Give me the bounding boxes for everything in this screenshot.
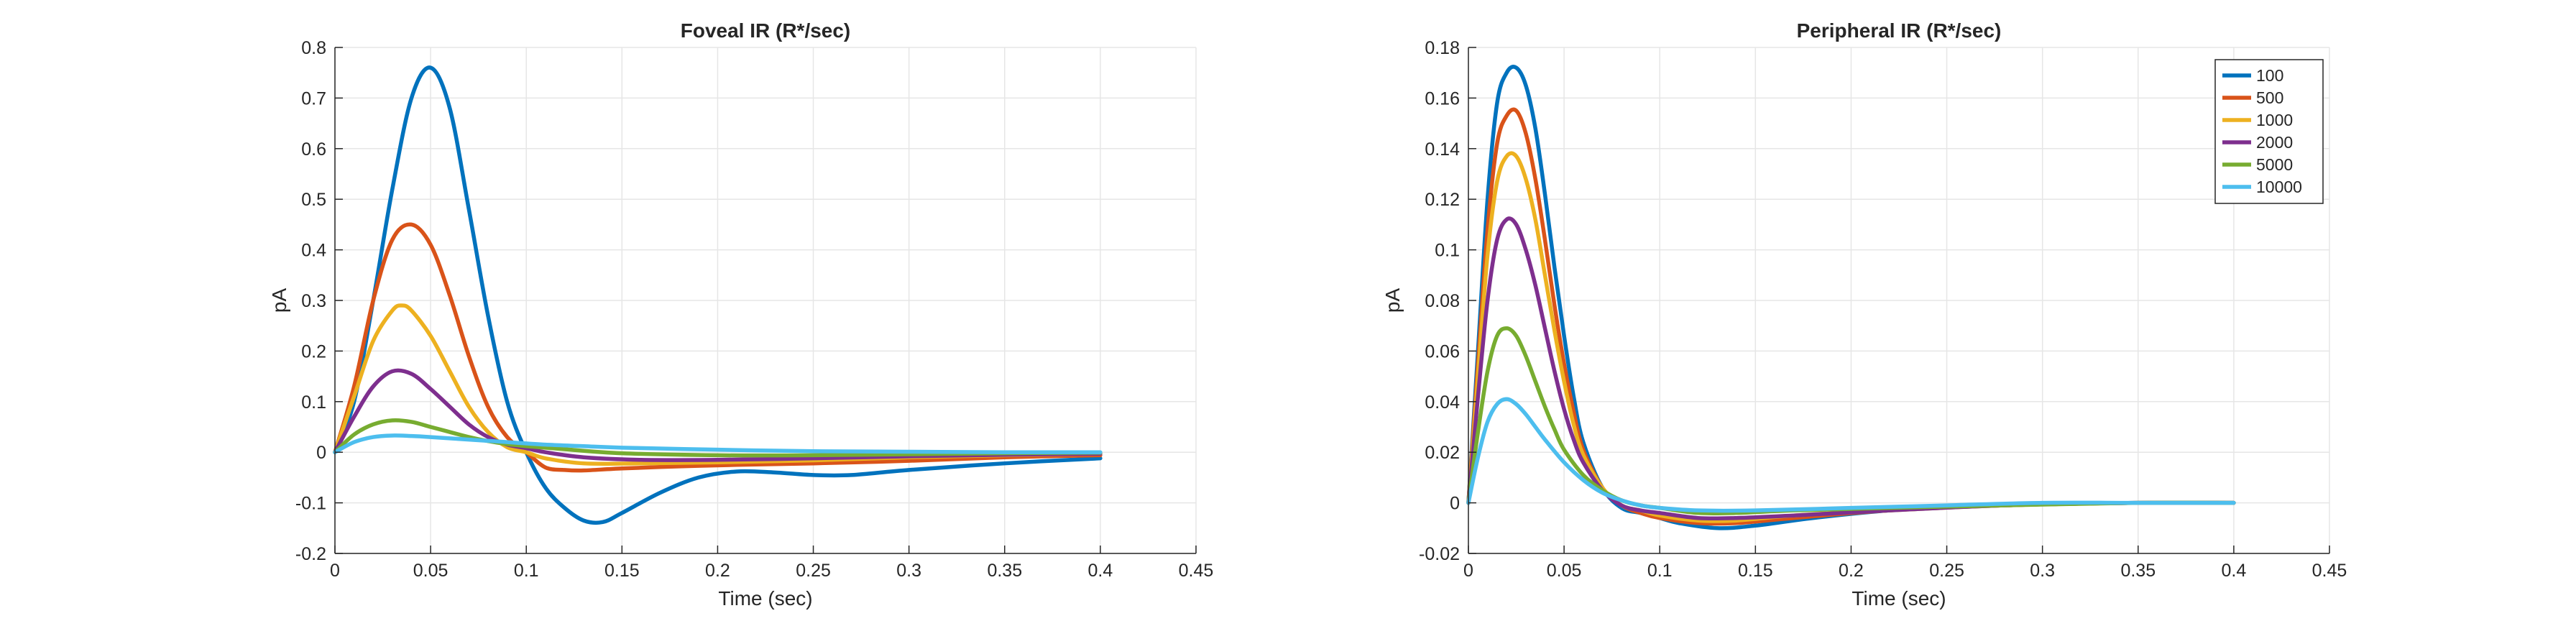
- y-tick-label: 0.7: [301, 88, 326, 109]
- axes: 0 0.05 0.1 0.15 0.2 0.25 0.3 0.35 0.4 0.45-0.0200…: [1419, 38, 2347, 581]
- y-tick-label: 0.5: [301, 190, 326, 210]
- legend-label-1000: 1000: [2256, 111, 2293, 129]
- y-axis-label: pA: [268, 288, 290, 313]
- x-tick-label: 0: [330, 561, 340, 581]
- legend-box: [2214, 59, 2324, 204]
- x-tick-label: 0.4: [2222, 561, 2247, 581]
- x-tick-label: 0.15: [1738, 561, 1773, 581]
- y-tick-label: 0: [316, 443, 326, 463]
- chart-title: Foveal IR (R*/sec): [681, 19, 851, 42]
- y-tick-label: 0: [1450, 494, 1460, 514]
- y-tick-label: 0.04: [1425, 392, 1460, 413]
- chart-peripheral: 0 0.05 0.1 0.15 0.2 0.25 0.3 0.35 0.4 0.45-0.0200…: [1381, 19, 2347, 610]
- legend-label-100: 100: [2256, 66, 2283, 85]
- y-tick-label: 0.06: [1425, 341, 1460, 362]
- series-line-100: [333, 65, 1103, 525]
- x-tick-label: 0.15: [604, 561, 640, 581]
- x-tick-label: 0.45: [1179, 561, 1214, 581]
- legend-label-5000: 5000: [2256, 155, 2293, 174]
- y-tick-label: 0.4: [301, 241, 326, 261]
- x-tick-label: 0.05: [413, 561, 448, 581]
- chart-title: Peripheral IR (R*/sec): [1797, 19, 2002, 42]
- y-tick-label: 0.1: [301, 392, 326, 413]
- y-tick-label: 0.08: [1425, 291, 1460, 311]
- y-tick-label: -0.1: [295, 494, 326, 514]
- x-axis-label: Time (sec): [718, 587, 812, 610]
- x-tick-label: 0.35: [2120, 561, 2156, 581]
- y-tick-label: 0.12: [1425, 190, 1460, 210]
- series-group: [1466, 65, 2236, 530]
- y-tick-label: 0.14: [1425, 139, 1460, 160]
- y-tick-label: 0.3: [301, 291, 326, 311]
- x-axis-label: Time (sec): [1852, 587, 1946, 610]
- x-tick-label: 0.3: [2030, 561, 2055, 581]
- y-axis-label: pA: [1381, 288, 1404, 313]
- legend: 100 500 1000 2000 5000 10000: [2214, 59, 2324, 204]
- series-line-2000: [1466, 216, 2236, 521]
- legend-label-2000: 2000: [2256, 133, 2293, 152]
- x-tick-label: 0.45: [2312, 561, 2347, 581]
- series-line-10000: [333, 433, 1103, 455]
- axes: 0 0.05 0.1 0.15 0.2 0.25 0.3 0.35 0.4 0.45 -0.2 -0.…: [295, 38, 1213, 581]
- y-tick-label: 0.18: [1425, 38, 1460, 58]
- series-line-5000: [333, 418, 1103, 458]
- y-tick-label: 0.6: [301, 139, 326, 160]
- x-tick-label: 0.2: [705, 561, 730, 581]
- y-tick-label: -0.2: [295, 544, 326, 564]
- x-tick-label: 0.05: [1547, 561, 1582, 581]
- x-tick-label: 0.1: [1647, 561, 1673, 581]
- x-tick-label: 0: [1463, 561, 1473, 581]
- series-line-10000: [1466, 397, 2236, 513]
- x-tick-label: 0.3: [896, 561, 921, 581]
- x-tick-label: 0.35: [987, 561, 1022, 581]
- x-tick-label: 0.4: [1088, 561, 1113, 581]
- legend-label-10000: 10000: [2256, 178, 2302, 196]
- series-group: [333, 65, 1103, 525]
- y-tick-label: 0.1: [1435, 241, 1460, 261]
- y-tick-label: 0.16: [1425, 88, 1460, 109]
- y-tick-label: 0.2: [301, 341, 326, 362]
- x-tick-label: 0.1: [514, 561, 539, 581]
- legend-label-500: 500: [2256, 88, 2283, 107]
- y-tick-label: 0.8: [301, 38, 326, 58]
- y-tick-label: -0.02: [1419, 544, 1460, 564]
- chart-foveal: 0 0.05 0.1 0.15 0.2 0.25 0.3 0.35 0.4 0.45 -0.2 -0.…: [268, 19, 1213, 610]
- x-tick-label: 0.25: [796, 561, 831, 581]
- x-tick-label: 0.2: [1839, 561, 1864, 581]
- series-line-2000: [333, 368, 1103, 462]
- x-tick-label: 0.25: [1929, 561, 1964, 581]
- y-tick-label: 0.02: [1425, 443, 1460, 463]
